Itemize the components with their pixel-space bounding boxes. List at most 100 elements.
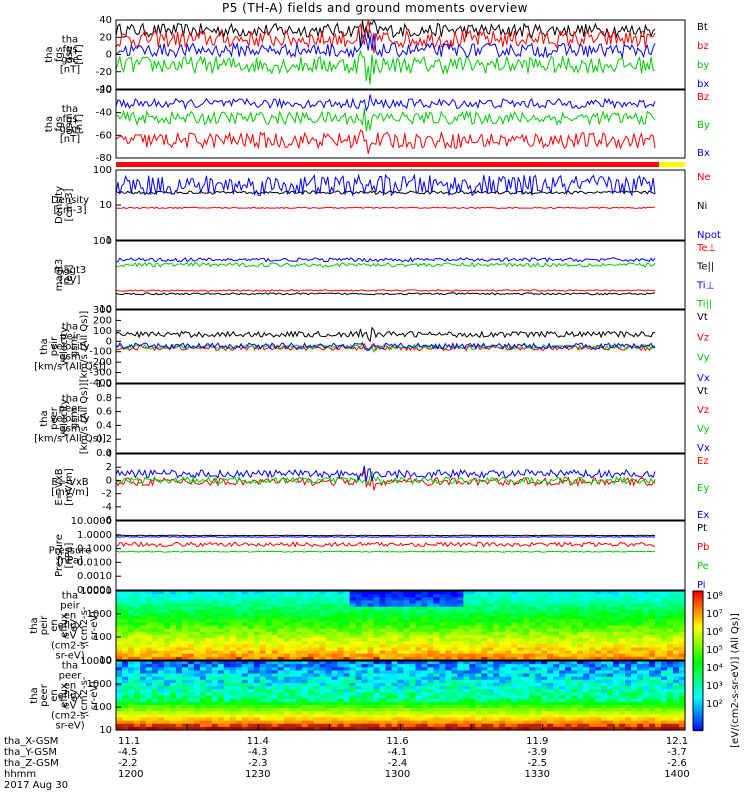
heatmap-cell [643, 650, 650, 655]
heatmap-cell [253, 594, 261, 598]
heatmap-cell [643, 606, 650, 611]
heatmap-cell [199, 676, 207, 681]
colorbar-segment [693, 687, 703, 690]
heatmap-cell [385, 726, 393, 731]
heatmap-cell [421, 600, 429, 605]
heatmap-cell [607, 676, 614, 681]
heatmap-cell [463, 600, 470, 605]
heatmap-cell [229, 661, 237, 665]
heatmap-cell [325, 656, 333, 661]
heatmap-cell [517, 600, 524, 605]
heatmap-cell [187, 704, 195, 709]
heatmap-cell [511, 695, 518, 700]
heatmap-cell [613, 594, 620, 598]
y-label-line: sr-eV) [55, 721, 84, 732]
heatmap-cell [253, 619, 261, 623]
heatmap-cell [631, 634, 638, 639]
heatmap-cell [571, 673, 578, 678]
heatmap-cell [457, 622, 464, 627]
heatmap-cell [661, 597, 668, 601]
heatmap-cell [517, 609, 524, 614]
heatmap-cell [271, 711, 279, 715]
heatmap-cell [595, 597, 602, 601]
heatmap-cell [463, 717, 470, 722]
heatmap-cell [637, 698, 644, 703]
heatmap-cell [541, 600, 548, 605]
heatmap-cell [619, 686, 626, 690]
heatmap-cell [349, 625, 357, 630]
heatmap-cell [547, 644, 554, 648]
heatmap-cell [505, 670, 512, 675]
heatmap-cell [577, 609, 584, 614]
heatmap-cell [565, 723, 572, 728]
heatmap-cell [577, 667, 584, 671]
heatmap-cell [331, 613, 339, 617]
heatmap-cell [319, 597, 327, 601]
heatmap-cell [547, 638, 554, 642]
heatmap-cell [577, 653, 584, 658]
heatmap-cell [235, 692, 243, 697]
heatmap-cell [181, 698, 189, 703]
heatmap-cell [241, 670, 249, 675]
heatmap-cell [331, 695, 339, 700]
heatmap-cell [661, 717, 668, 722]
heatmap-cell [307, 661, 315, 665]
y-label-line: [nT] [74, 44, 85, 64]
heatmap-cell [325, 689, 333, 693]
heatmap-cell [122, 625, 129, 630]
colorbar-segment [693, 599, 703, 602]
heatmap-cell [487, 628, 494, 633]
heatmap-cell [601, 686, 608, 690]
heatmap-cell [571, 638, 578, 642]
heatmap-cell [505, 698, 512, 703]
heatmap-cell [499, 670, 506, 675]
heatmap-cell [355, 695, 363, 700]
heatmap-cell [199, 619, 207, 623]
heatmap-cell [331, 619, 339, 623]
heatmap-cell [349, 717, 357, 722]
heatmap-cell [601, 679, 608, 684]
heatmap-cell [397, 638, 405, 642]
heatmap-cell [128, 597, 135, 601]
heatmap-cell [151, 600, 159, 605]
heatmap-cell [541, 631, 548, 636]
heatmap-cell [517, 625, 524, 630]
heatmap-cell [397, 720, 405, 725]
heatmap-cell [607, 638, 614, 642]
heatmap-cell [487, 708, 494, 712]
heatmap-cell [271, 625, 279, 630]
heatmap-cell [265, 708, 273, 712]
heatmap-cell [613, 673, 620, 678]
heatmap-cell [128, 689, 135, 693]
heatmap-cell [361, 594, 369, 598]
heatmap-cell [343, 692, 351, 697]
heatmap-cell [253, 625, 261, 630]
heatmap-cell [223, 606, 231, 611]
heatmap-cell [313, 628, 321, 633]
heatmap-cell [607, 591, 614, 595]
heatmap-cell [116, 701, 123, 706]
heatmap-cell [271, 670, 279, 675]
colorbar-segment [693, 645, 703, 648]
heatmap-cell [451, 594, 458, 598]
heatmap-cell [283, 591, 291, 595]
heatmap-cell [517, 711, 524, 715]
heatmap-cell [145, 628, 153, 633]
heatmap-cell [175, 673, 183, 678]
heatmap-cell [229, 609, 237, 614]
heatmap-cell [595, 667, 602, 671]
heatmap-cell [409, 726, 417, 731]
panel-frame [115, 240, 686, 310]
heatmap-cell [134, 619, 141, 623]
heatmap-cell [217, 676, 225, 681]
heatmap-cell [445, 625, 452, 630]
y-label-line: [cm-3] [53, 205, 86, 216]
heatmap-cell [151, 641, 159, 645]
heatmap-cell [481, 695, 488, 700]
heatmap-cell [325, 667, 333, 671]
heatmap-cell [145, 683, 153, 687]
heatmap-cell [445, 656, 452, 661]
y-label-line: (cm2-s- [79, 606, 90, 644]
heatmap-cell [385, 667, 393, 671]
heatmap-cell [571, 591, 578, 595]
